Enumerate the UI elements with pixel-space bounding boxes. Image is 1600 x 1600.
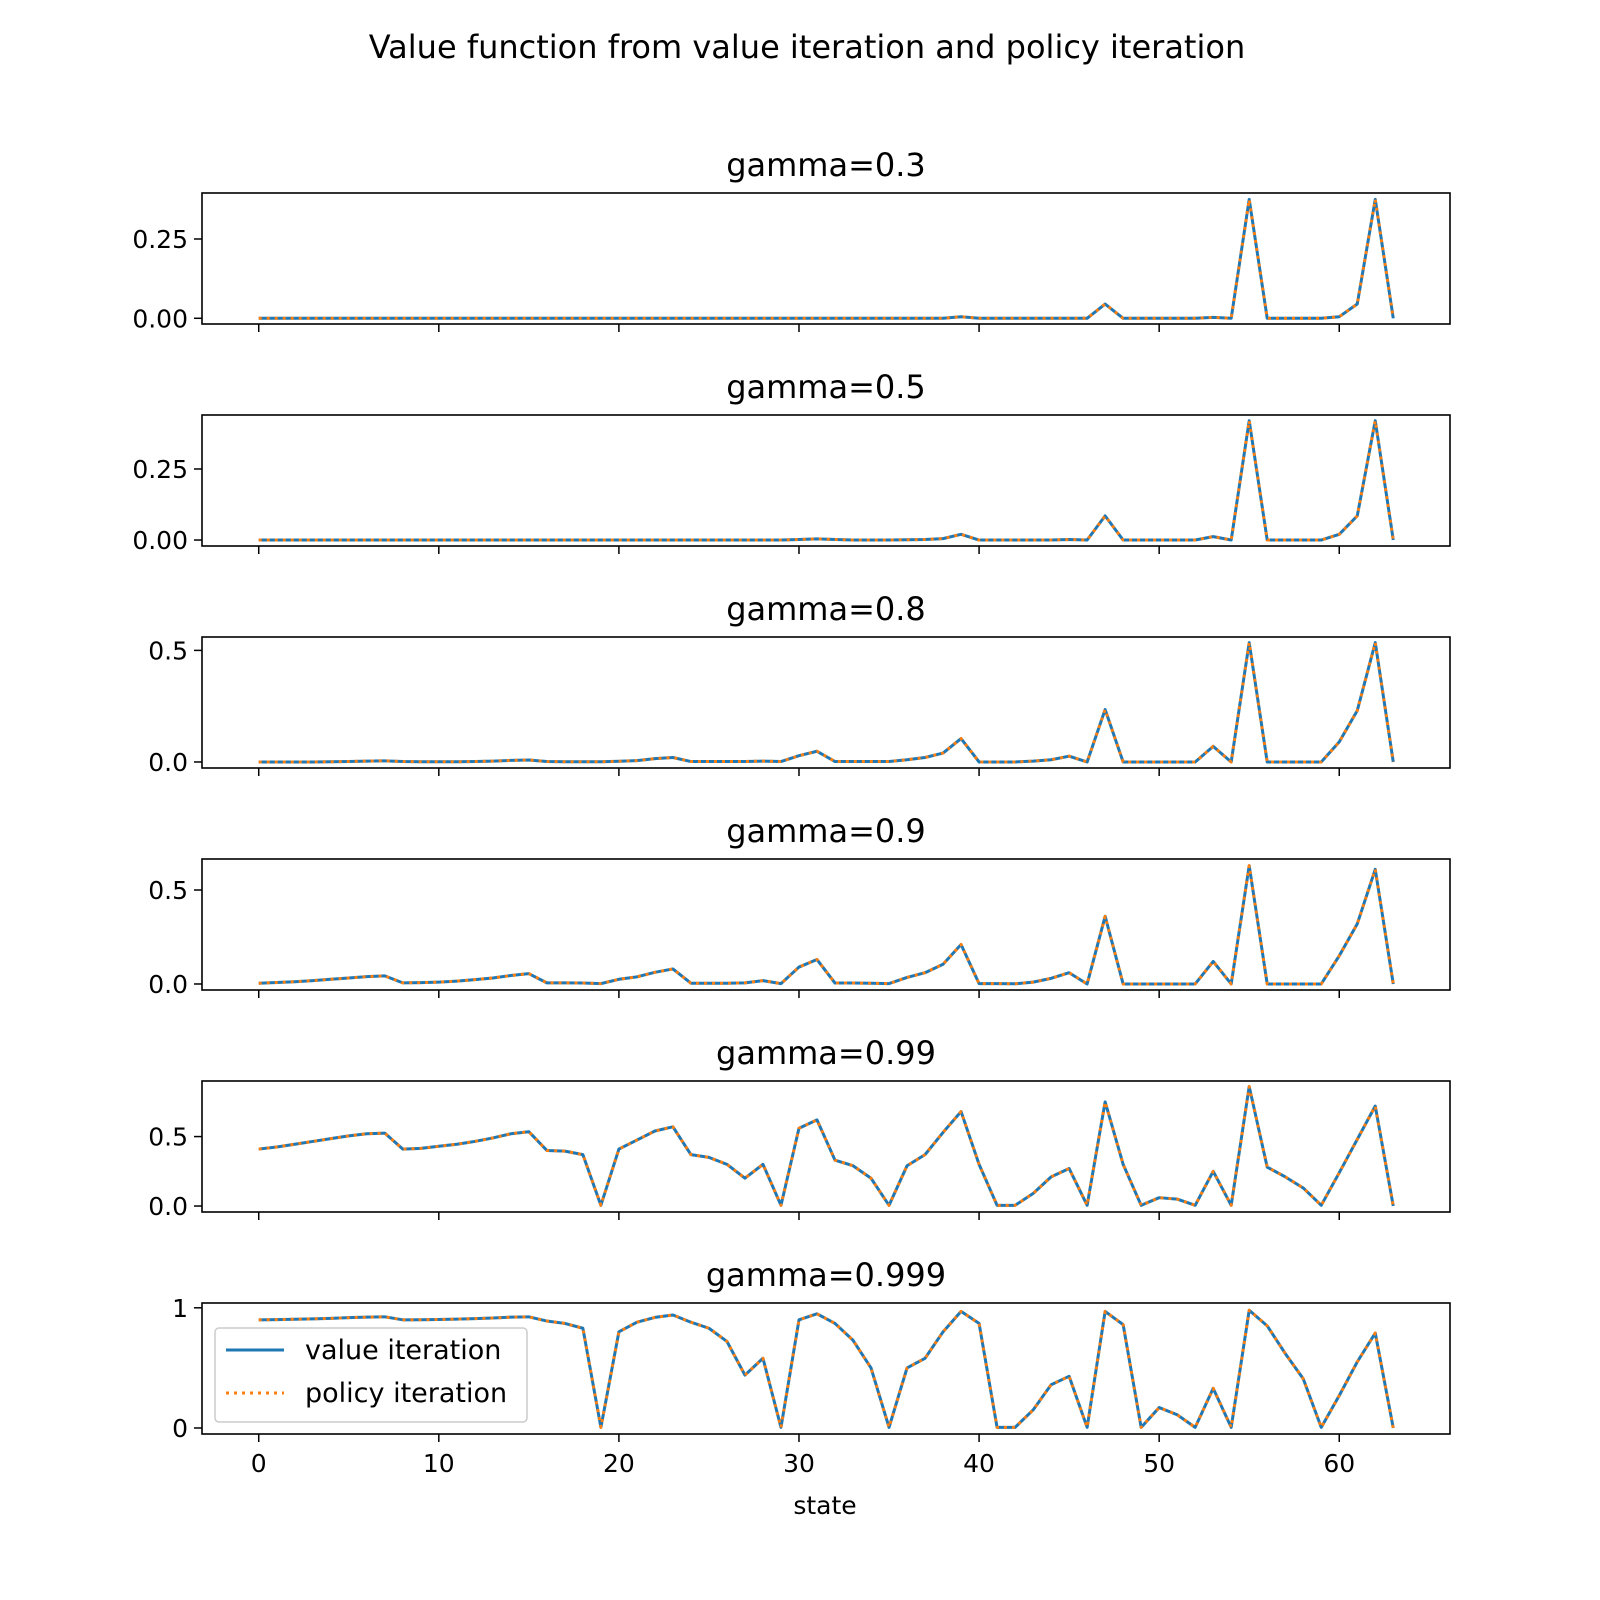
y-tick-label: 0.00 <box>132 526 188 555</box>
subplot-2: gamma=0.8 0.0 0.5 <box>148 590 1451 777</box>
plot-frame <box>201 192 1451 325</box>
series-line-policy-iteration <box>258 197 1395 320</box>
x-tick-label: 30 <box>783 1449 815 1478</box>
subplot-title: gamma=0.9 <box>726 812 926 850</box>
y-tick-label: 0.5 <box>148 876 188 905</box>
legend-box <box>214 1327 528 1423</box>
y-tick-label: 0.0 <box>148 748 188 777</box>
y-tick-label: 0.0 <box>148 970 188 999</box>
plot-frame <box>201 636 1451 769</box>
plot-frame <box>201 858 1451 991</box>
subplot-title: gamma=0.99 <box>716 1034 936 1072</box>
x-axis-label: state <box>793 1491 856 1520</box>
subplot-title: gamma=0.5 <box>726 368 926 406</box>
series-line-policy-iteration <box>258 1308 1395 1429</box>
y-tick-label: 0.5 <box>148 636 188 665</box>
plot-frame <box>201 1080 1451 1213</box>
series-line-policy-iteration <box>258 419 1395 542</box>
series-line-value-iteration <box>258 419 1395 542</box>
y-tick-label: 0.25 <box>132 455 188 484</box>
subplots: gamma=0.30.000.25gamma=0.50.000.25gamma=… <box>132 146 1451 1478</box>
subplot-title: gamma=0.999 <box>706 1256 946 1294</box>
subplot-title: gamma=0.3 <box>726 146 926 184</box>
subplot-4: gamma=0.99 0.0 0.5 <box>148 1034 1451 1221</box>
series-line-policy-iteration <box>258 864 1395 986</box>
series-line-policy-iteration <box>258 641 1395 764</box>
x-tick-label: 50 <box>1143 1449 1175 1478</box>
series-line-policy-iteration <box>258 1085 1395 1207</box>
plot-frame <box>201 414 1451 547</box>
subplot-3: gamma=0.9 0.0 0.5 <box>148 812 1451 999</box>
y-tick-label: 0 <box>172 1414 188 1443</box>
y-tick-label: 0.0 <box>148 1192 188 1221</box>
legend-label-policy-iteration: policy iteration <box>305 1378 507 1409</box>
figure-title: Value function from value iteration and … <box>369 28 1245 66</box>
y-tick-label: 1 <box>172 1294 188 1323</box>
series-line-value-iteration <box>258 197 1395 320</box>
subplot-0: gamma=0.3 0.00 0.25 <box>132 146 1451 333</box>
x-tick-label: 40 <box>963 1449 995 1478</box>
x-tick-label: 20 <box>603 1449 635 1478</box>
x-tick-label: 10 <box>423 1449 455 1478</box>
plot-frame <box>201 1302 1451 1435</box>
subplot-title: gamma=0.8 <box>726 590 926 628</box>
series-line-value-iteration <box>258 641 1395 764</box>
y-tick-label: 0.5 <box>148 1123 188 1152</box>
subplot-1: gamma=0.5 0.00 0.25 <box>132 368 1451 555</box>
x-tick-label: 60 <box>1323 1449 1355 1478</box>
x-tick-label: 0 <box>251 1449 267 1478</box>
legend-label-value-iteration: value iteration <box>305 1335 501 1366</box>
y-tick-label: 0.00 <box>132 304 188 333</box>
y-tick-label: 0.25 <box>132 225 188 254</box>
series-line-value-iteration <box>258 864 1395 986</box>
legend: value iteration policy iteration <box>214 1327 528 1423</box>
